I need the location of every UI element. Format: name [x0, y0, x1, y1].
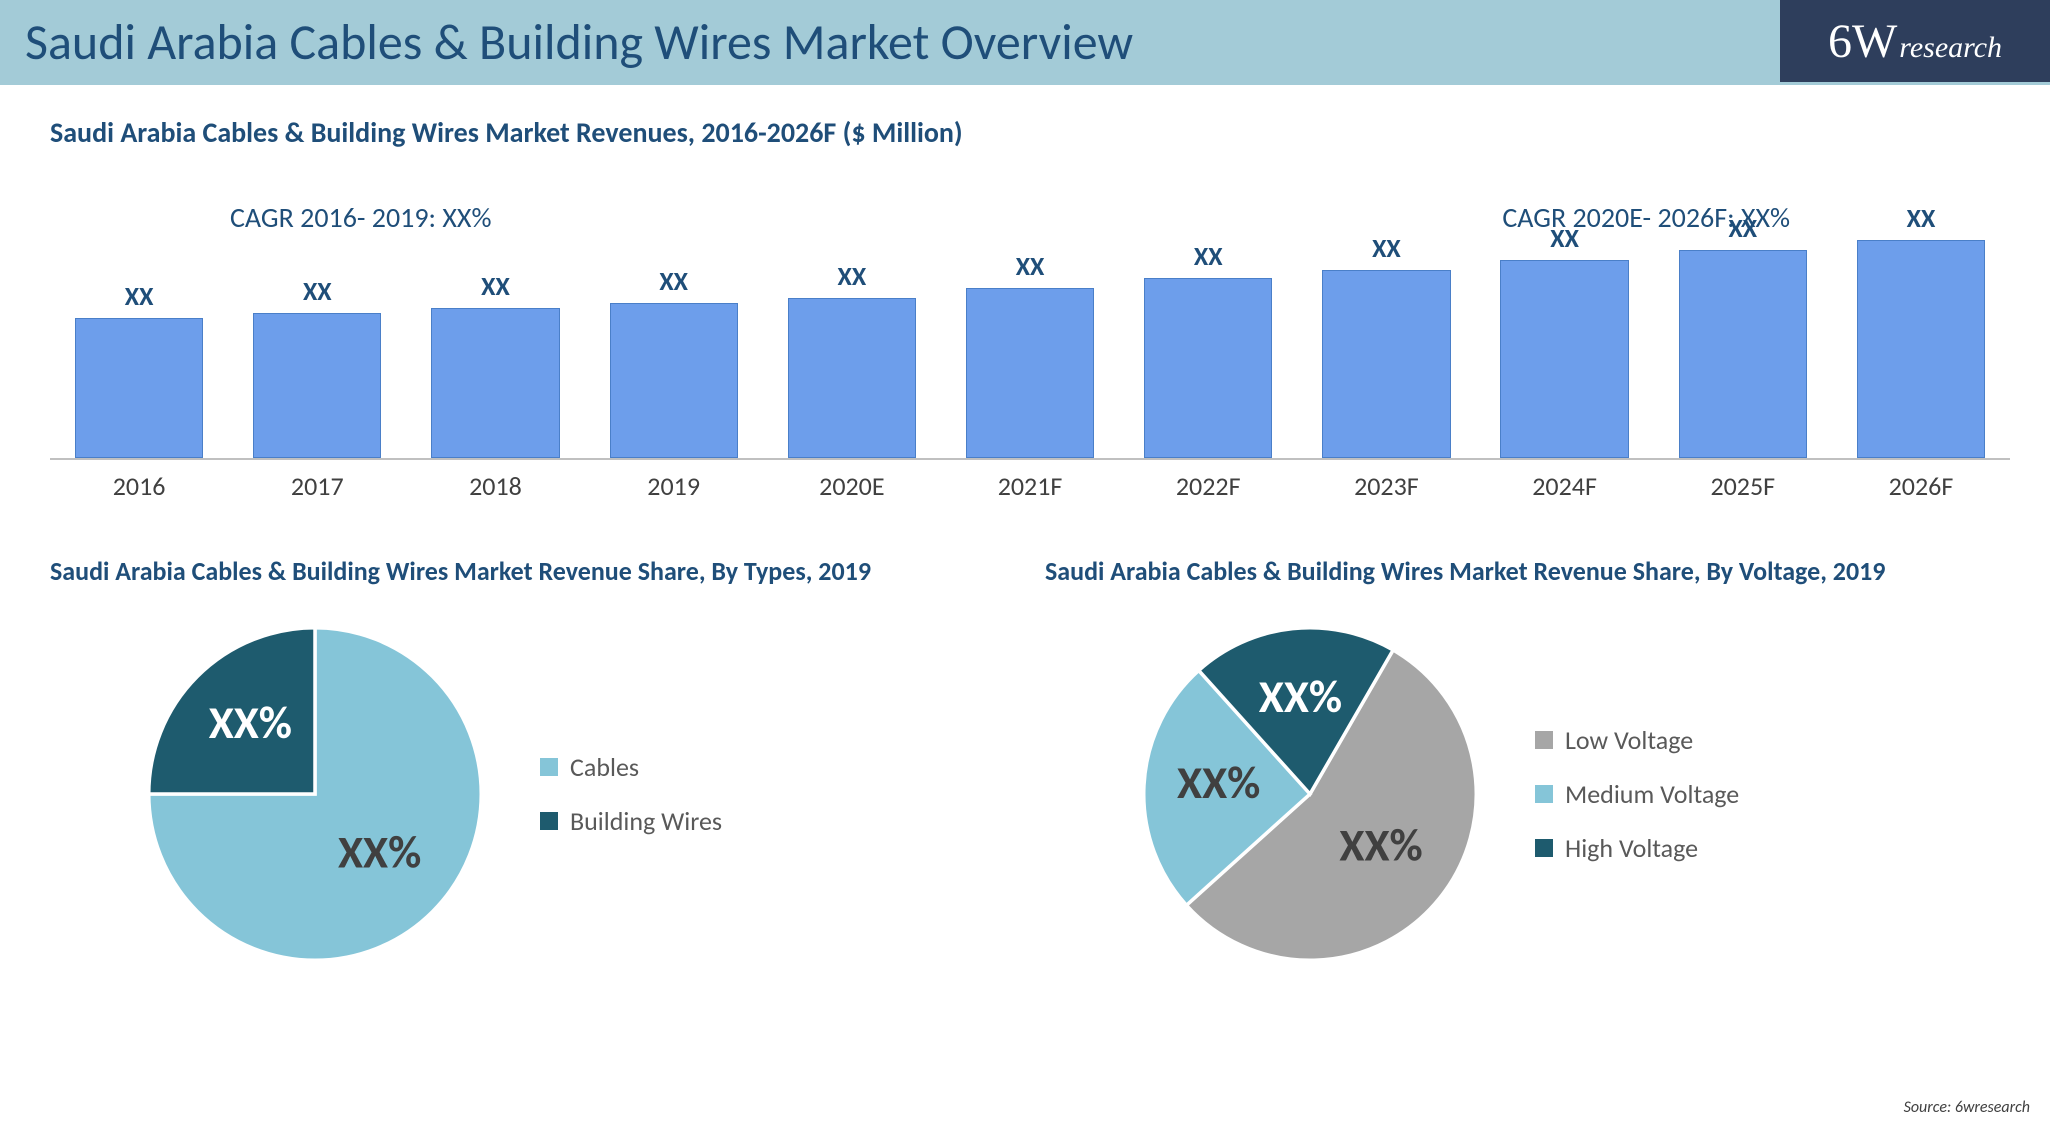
bar-value-label: XX [125, 280, 154, 312]
pie-voltage-legend: Low Voltage Medium Voltage High Voltage [1535, 702, 1739, 886]
pie-slice-label: XX% [1339, 818, 1422, 873]
pie-types-legend: Cables Building Wires [540, 729, 722, 859]
xaxis-label: 2025F [1710, 470, 1775, 502]
xaxis-label: 2024F [1532, 470, 1597, 502]
xaxis-label: 2016 [113, 470, 166, 502]
xaxis-label: 2021F [998, 470, 1063, 502]
bars-row: XX XX XX XX XX XX XX XX XX XX XX [50, 200, 2010, 460]
pie-types-title: Saudi Arabia Cables & Building Wires Mar… [50, 555, 1015, 589]
bar-rect [1500, 260, 1628, 458]
bar-slot: XX [406, 200, 584, 458]
bar-slot: XX [1119, 200, 1297, 458]
xaxis-label: 2023F [1354, 470, 1419, 502]
legend-swatch [1535, 785, 1553, 803]
legend-label: Building Wires [570, 805, 722, 837]
bar-rect [75, 318, 203, 458]
legend-item: Low Voltage [1535, 724, 1739, 756]
bar-rect [966, 288, 1094, 458]
bar-slot: XX [228, 200, 406, 458]
xaxis-row: 2016 2017 2018 2019 2020E 2021F 2022F 2023F 2024… [50, 460, 2010, 502]
xaxis-slot: 2022F [1119, 460, 1297, 502]
legend-label: Cables [570, 751, 639, 783]
bar-rect [1679, 250, 1807, 458]
legend-swatch [540, 812, 558, 830]
legend-label: High Voltage [1565, 832, 1698, 864]
bar-value-label: XX [303, 275, 332, 307]
pie-voltage-area: XX% XX% XX% Low Voltage Medium Voltage High … [1035, 619, 2010, 969]
pie-slice-label: XX% [1259, 670, 1342, 725]
legend-swatch [1535, 731, 1553, 749]
pie-types-area: XX% XX% Cables Building Wires [40, 619, 1015, 969]
bar-slot: XX [763, 200, 941, 458]
xaxis-slot: 2017 [228, 460, 406, 502]
xaxis-slot: 2023F [1297, 460, 1475, 502]
page-title: Saudi Arabia Cables & Building Wires Mar… [25, 12, 1133, 73]
xaxis-label: 2020E [819, 470, 884, 502]
pies-row: Saudi Arabia Cables & Building Wires Mar… [30, 555, 2020, 969]
header-bar: Saudi Arabia Cables & Building Wires Mar… [0, 0, 2050, 85]
legend-item: Medium Voltage [1535, 778, 1739, 810]
bar-value-label: XX [838, 260, 867, 292]
pie-voltage-chart: XX% XX% XX% [1135, 619, 1485, 969]
bar-chart: CAGR 2016- 2019: XX% CAGR 2020E- 2026F: … [50, 200, 2010, 550]
pie-slice-label: XX% [338, 825, 421, 880]
bar-value-label: XX [1372, 232, 1401, 264]
xaxis-label: 2017 [291, 470, 344, 502]
legend-label: Low Voltage [1565, 724, 1693, 756]
bar-value-label: XX [659, 265, 688, 297]
xaxis-slot: 2018 [406, 460, 584, 502]
bar-value-label: XX [1550, 222, 1579, 254]
brand-logo: 6W research [1780, 0, 2050, 82]
pie-slice-label: XX% [1177, 756, 1260, 811]
bar-slot: XX [1476, 200, 1654, 458]
bar-rect [610, 303, 738, 458]
bar-value-label: XX [1016, 250, 1045, 282]
bar-slot: XX [585, 200, 763, 458]
xaxis-slot: 2021F [941, 460, 1119, 502]
xaxis-label: 2018 [469, 470, 522, 502]
bar-rect [1322, 270, 1450, 458]
bar-slot: XX [1654, 200, 1832, 458]
legend-swatch [540, 758, 558, 776]
bar-value-label: XX [481, 270, 510, 302]
bar-rect [253, 313, 381, 458]
xaxis-slot: 2016 [50, 460, 228, 502]
bar-rect [1857, 240, 1985, 458]
bar-rect [431, 308, 559, 458]
xaxis-label: 2019 [647, 470, 700, 502]
xaxis-label: 2022F [1176, 470, 1241, 502]
bar-rect [788, 298, 916, 458]
logo-text-6w: 6W [1828, 14, 1897, 69]
bar-chart-title: Saudi Arabia Cables & Building Wires Mar… [50, 115, 2020, 150]
bar-value-label: XX [1194, 240, 1223, 272]
bar-slot: XX [1297, 200, 1475, 458]
pie-voltage-column: Saudi Arabia Cables & Building Wires Mar… [1025, 555, 2020, 969]
legend-item: Building Wires [540, 805, 722, 837]
legend-item: High Voltage [1535, 832, 1739, 864]
pie-voltage-title: Saudi Arabia Cables & Building Wires Mar… [1045, 555, 2010, 589]
bar-value-label: XX [1907, 202, 1936, 234]
legend-swatch [1535, 839, 1553, 857]
xaxis-slot: 2025F [1654, 460, 1832, 502]
bar-slot: XX [1832, 200, 2010, 458]
bar-slot: XX [941, 200, 1119, 458]
bar-value-label: XX [1728, 212, 1757, 244]
legend-item: Cables [540, 751, 722, 783]
xaxis-slot: 2024F [1476, 460, 1654, 502]
pie-types-column: Saudi Arabia Cables & Building Wires Mar… [30, 555, 1025, 969]
xaxis-slot: 2026F [1832, 460, 2010, 502]
logo-text-research: research [1899, 31, 2002, 65]
bar-rect [1144, 278, 1272, 458]
content-area: Saudi Arabia Cables & Building Wires Mar… [0, 85, 2050, 969]
bar-slot: XX [50, 200, 228, 458]
legend-label: Medium Voltage [1565, 778, 1739, 810]
pie-slice-label: XX% [209, 696, 292, 751]
pie-types-chart: XX% XX% [140, 619, 490, 969]
xaxis-slot: 2019 [585, 460, 763, 502]
source-credit: Source: 6wresearch [1904, 1098, 2030, 1117]
xaxis-label: 2026F [1889, 470, 1954, 502]
xaxis-slot: 2020E [763, 460, 941, 502]
